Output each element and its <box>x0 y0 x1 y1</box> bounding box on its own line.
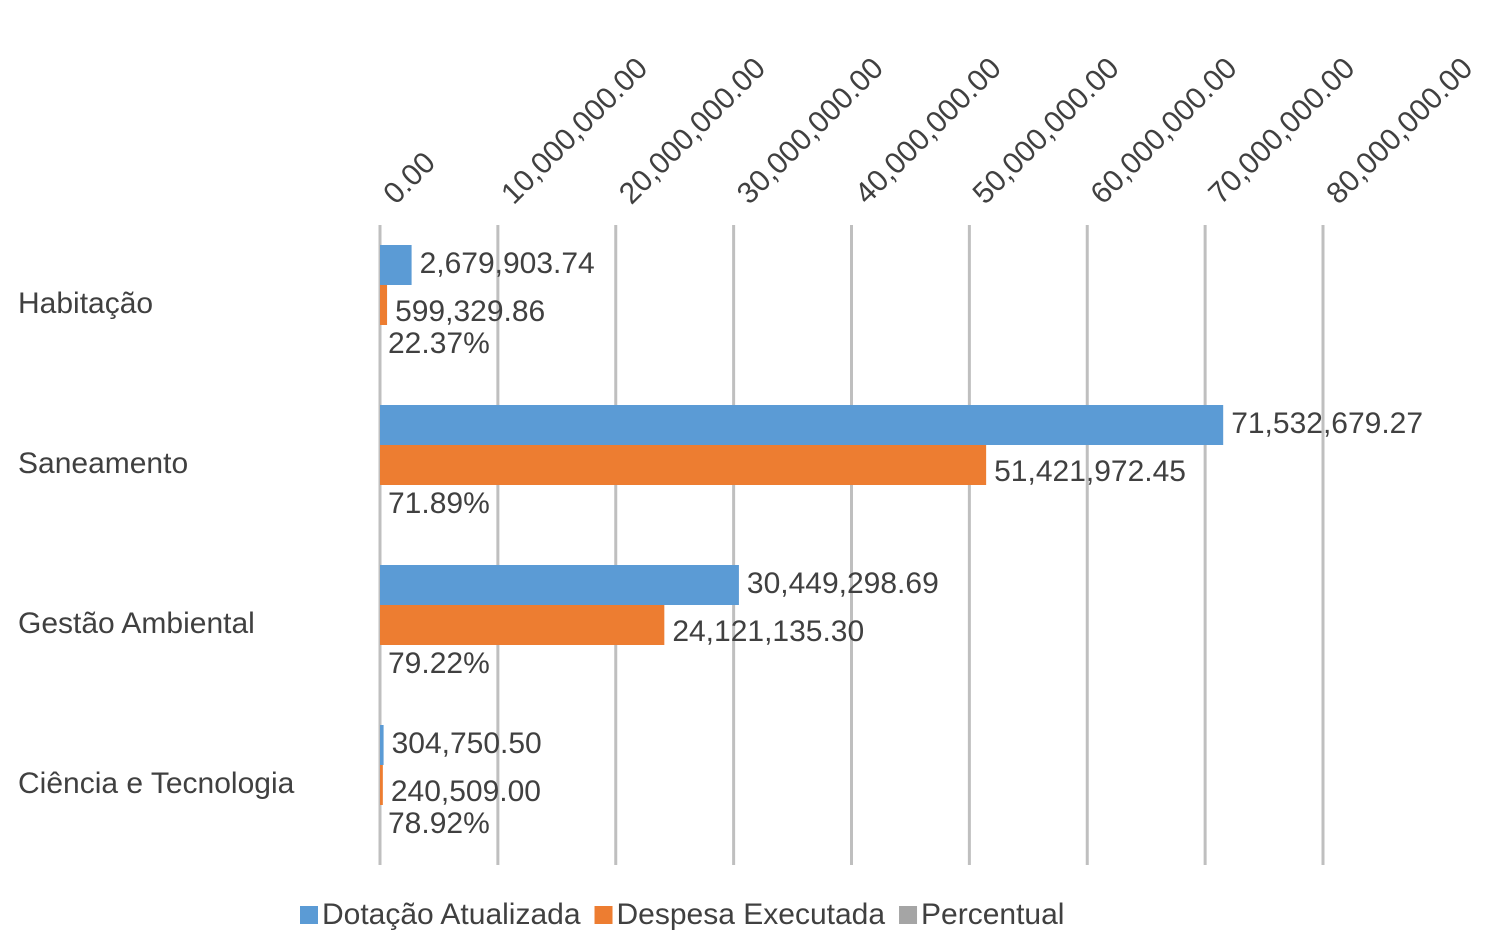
category-label: Ciência e Tecnologia <box>18 767 295 800</box>
data-label: 79.22% <box>388 647 490 680</box>
legend-label: Despesa Executada <box>617 898 886 931</box>
bar <box>380 285 388 325</box>
bar <box>380 605 665 645</box>
data-label: 24,121,135.30 <box>672 615 864 648</box>
x-tick-label: 0.00 <box>377 146 442 211</box>
bar <box>380 445 987 485</box>
bar <box>380 725 384 765</box>
data-label: 22.37% <box>388 327 490 360</box>
data-label: 240,509.00 <box>391 775 541 808</box>
category-label: Gestão Ambiental <box>18 607 255 640</box>
bar <box>380 565 739 605</box>
legend-swatch <box>594 906 613 924</box>
data-label: 71.89% <box>388 487 490 520</box>
data-label: 2,679,903.74 <box>420 247 595 280</box>
data-label: 304,750.50 <box>392 727 542 760</box>
legend-swatch <box>899 906 918 924</box>
data-label: 71,532,679.27 <box>1231 407 1423 440</box>
bar <box>380 245 412 285</box>
data-label: 599,329.86 <box>395 295 545 328</box>
data-label: 30,449,298.69 <box>747 567 939 600</box>
bar <box>380 405 1224 445</box>
legend-swatch <box>300 906 318 924</box>
category-label: Habitação <box>18 287 153 320</box>
data-label: 51,421,972.45 <box>994 455 1186 488</box>
legend-label: Percentual <box>921 898 1064 931</box>
legend-label: Dotação Atualizada <box>322 898 581 931</box>
bar <box>380 765 383 805</box>
data-label: 78.92% <box>388 807 490 840</box>
category-label: Saneamento <box>18 447 188 480</box>
